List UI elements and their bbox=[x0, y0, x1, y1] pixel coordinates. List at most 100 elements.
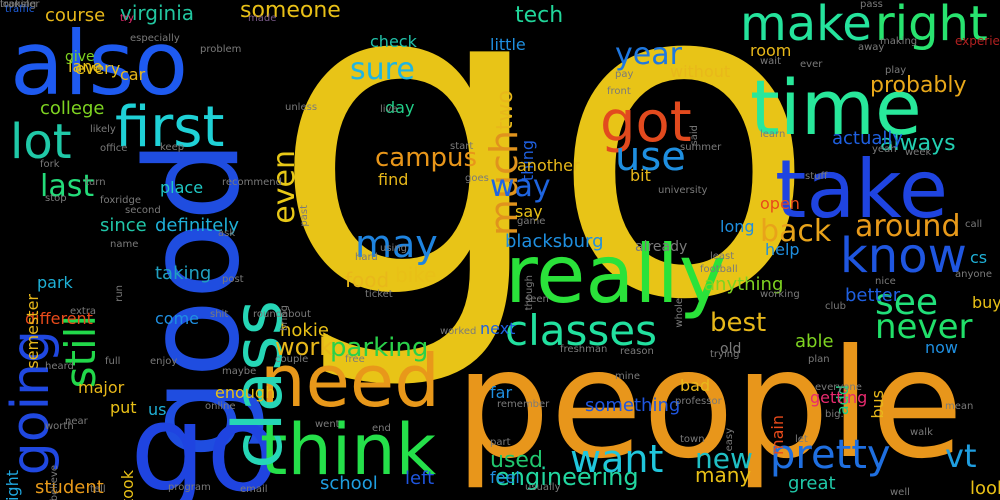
word-remember: remember bbox=[497, 399, 550, 410]
word-car: car bbox=[120, 65, 146, 84]
word-email: email bbox=[240, 484, 268, 495]
word-park: park bbox=[37, 273, 73, 292]
word-made: made bbox=[248, 13, 277, 24]
word-said: said bbox=[689, 125, 700, 146]
word-getting: getting bbox=[810, 388, 868, 407]
word-football: football bbox=[700, 264, 738, 275]
word-school: school bbox=[320, 473, 378, 494]
word-buy: buy bbox=[972, 293, 1000, 312]
word-left: left bbox=[405, 468, 435, 489]
word-transfer: transfer bbox=[0, 0, 40, 10]
word-cs: cs bbox=[970, 248, 988, 267]
word-classes: classes bbox=[505, 306, 657, 355]
word-another: another bbox=[517, 156, 580, 175]
word-put: put bbox=[110, 398, 137, 417]
word-bus: bus bbox=[868, 390, 887, 419]
word-second: second bbox=[125, 205, 161, 216]
word-big: big. bbox=[825, 409, 844, 420]
word-food: food bbox=[345, 268, 390, 292]
word-vt: vt bbox=[945, 437, 977, 475]
word-week: week bbox=[905, 147, 932, 158]
word-make: make bbox=[740, 0, 872, 52]
word-right: right bbox=[875, 0, 988, 52]
word-use: use bbox=[615, 134, 686, 180]
word-also: also bbox=[10, 12, 189, 115]
word-hokie: hokie bbox=[280, 320, 329, 341]
word-old: old bbox=[720, 341, 742, 357]
word-way: way bbox=[490, 169, 551, 204]
word-year: year bbox=[615, 37, 682, 72]
word-course: course bbox=[45, 5, 106, 26]
word-bit: bit bbox=[630, 166, 651, 185]
word-name: name bbox=[110, 239, 139, 250]
word-next: next bbox=[480, 319, 516, 338]
word-know: know bbox=[840, 228, 967, 284]
word-unless: unless bbox=[285, 102, 318, 113]
word-live: live bbox=[380, 104, 398, 115]
word-full: full bbox=[105, 356, 121, 367]
word-help: help bbox=[765, 240, 800, 259]
word-better: better bbox=[845, 285, 901, 306]
word-place: place bbox=[160, 178, 204, 197]
word-room: room bbox=[750, 41, 792, 60]
word-us: us bbox=[148, 400, 167, 419]
word-stop: stop bbox=[45, 193, 67, 204]
word-long: long bbox=[720, 217, 755, 236]
word-every: every bbox=[75, 59, 121, 78]
word-pass: pass bbox=[860, 0, 883, 10]
word-pretty: pretty bbox=[770, 432, 891, 478]
word-may: may bbox=[355, 222, 438, 266]
word-yeah: yeah bbox=[872, 144, 897, 155]
word-bike: bike bbox=[395, 263, 437, 287]
word-turn: turn bbox=[85, 177, 106, 188]
word-past: past bbox=[299, 205, 310, 227]
word-think: think bbox=[260, 409, 437, 491]
word-little: little bbox=[490, 35, 526, 54]
word-professor: professor bbox=[675, 396, 722, 407]
word-online: online bbox=[205, 401, 236, 412]
word-without: without bbox=[670, 62, 731, 81]
word-come: come bbox=[155, 309, 200, 328]
word-main: main bbox=[768, 415, 787, 455]
word-semester: semester bbox=[23, 294, 42, 369]
word-whole: whole bbox=[674, 298, 685, 328]
word-end: end bbox=[372, 423, 391, 434]
word-roundabout: roundabout bbox=[253, 309, 311, 320]
word-take: take bbox=[775, 143, 949, 236]
word-day: day bbox=[385, 98, 415, 117]
word-heard: heard bbox=[45, 361, 74, 372]
word-anything: anything bbox=[704, 274, 784, 295]
word-program: program bbox=[168, 482, 211, 493]
word-least: least bbox=[710, 251, 735, 262]
word-major: major bbox=[78, 378, 125, 397]
word-two: two bbox=[493, 90, 518, 131]
word-look: look bbox=[970, 478, 1000, 499]
word-plan: plan bbox=[808, 354, 830, 365]
word-free: free bbox=[345, 354, 365, 365]
word-call: call bbox=[965, 219, 983, 230]
word-go: go bbox=[130, 380, 280, 500]
word-great: great bbox=[788, 473, 836, 494]
word-shit: shit bbox=[210, 309, 229, 320]
word-mine: mine bbox=[615, 371, 641, 382]
word-maybe: maybe bbox=[222, 366, 257, 377]
word-say: say bbox=[515, 202, 543, 221]
word-college: college bbox=[40, 98, 105, 119]
word-extra: extra bbox=[70, 306, 97, 317]
word-lane: lane bbox=[68, 57, 103, 76]
word-everyone: everyone bbox=[815, 382, 862, 393]
word-traffic: traffic bbox=[5, 4, 35, 15]
word-looking: looking bbox=[0, 0, 37, 10]
word-around: around bbox=[855, 209, 961, 244]
word-first: first bbox=[115, 95, 225, 160]
word-likely: likely bbox=[90, 124, 116, 135]
word-ticket: ticket bbox=[365, 289, 393, 300]
word-back: back bbox=[760, 214, 832, 249]
word-taking: taking bbox=[155, 263, 212, 284]
word-foxridge: foxridge bbox=[100, 195, 141, 206]
word-sure: sure bbox=[350, 52, 415, 87]
word-stuff: stuff bbox=[805, 171, 828, 182]
word-lot: lot bbox=[10, 114, 72, 170]
word-people: people bbox=[455, 318, 964, 492]
